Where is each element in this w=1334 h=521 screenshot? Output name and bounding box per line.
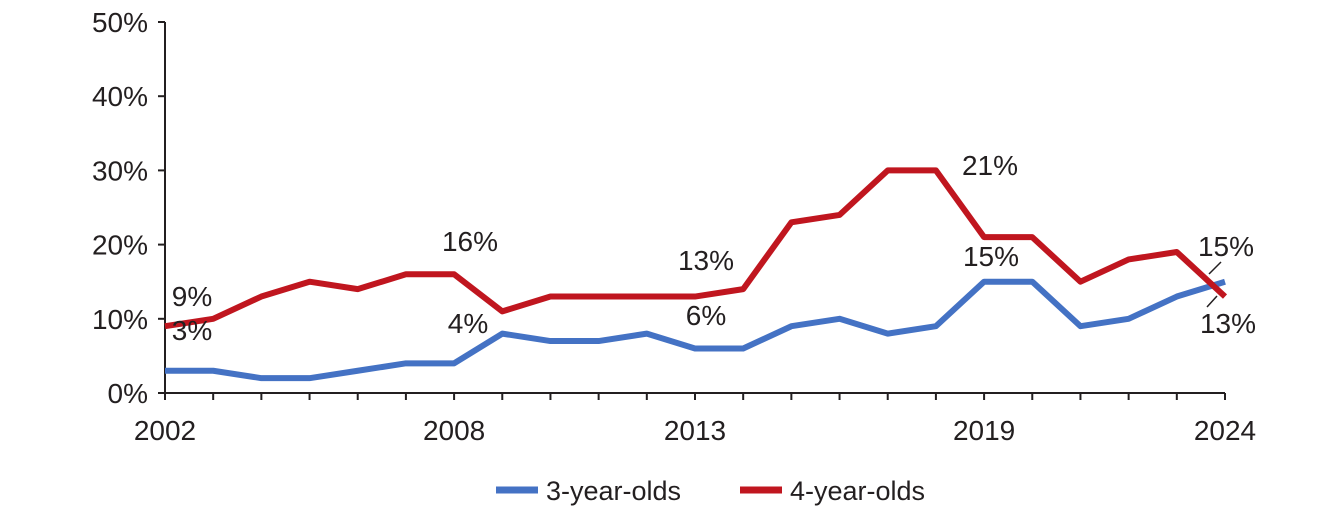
- y-tick-label: 50%: [92, 7, 148, 38]
- series-lines: [164, 167, 1228, 382]
- y-tick-label: 40%: [92, 81, 148, 112]
- y-tick-label: 0%: [108, 378, 148, 409]
- y-axis-ticks: 0% 10% 20% 30% 40% 50%: [92, 7, 165, 409]
- data-label: 21%: [962, 150, 1018, 181]
- x-tick-label: 2013: [664, 415, 726, 446]
- legend-label: 4-year-olds: [790, 476, 925, 506]
- x-tick-label: 2008: [423, 415, 485, 446]
- legend: 3-year-olds 4-year-olds: [496, 476, 925, 506]
- data-label: 3%: [172, 315, 212, 346]
- data-labels: 3% 4% 6% 15% 15% 9% 16% 13% 21% 13%: [172, 150, 1256, 346]
- label-leader-line: [1208, 261, 1222, 275]
- label-leader-line: [1206, 295, 1218, 308]
- data-label: 16%: [442, 226, 498, 257]
- data-label: 15%: [963, 241, 1019, 272]
- data-label: 15%: [1198, 231, 1254, 262]
- series-line-four-year-olds: [164, 167, 1228, 330]
- x-tick-label: 2002: [134, 415, 196, 446]
- data-label: 13%: [1200, 308, 1256, 339]
- data-label: 6%: [686, 300, 726, 331]
- legend-label: 3-year-olds: [546, 476, 681, 506]
- data-label: 9%: [172, 281, 212, 312]
- x-tick-label: 2019: [953, 415, 1015, 446]
- y-tick-label: 20%: [92, 230, 148, 261]
- series-line-three-year-olds: [165, 278, 1226, 382]
- data-label: 4%: [448, 308, 488, 339]
- data-label: 13%: [678, 245, 734, 276]
- x-axis-ticks: 2002 2008 2013 2019 2024: [134, 393, 1256, 446]
- y-tick-label: 30%: [92, 155, 148, 186]
- y-tick-label: 10%: [92, 304, 148, 335]
- x-tick-label: 2024: [1194, 415, 1256, 446]
